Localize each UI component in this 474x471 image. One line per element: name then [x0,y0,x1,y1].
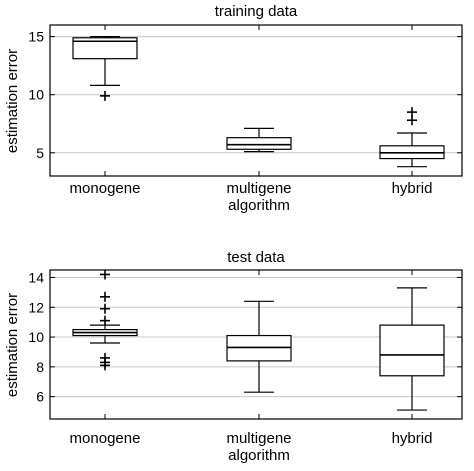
chart-title: test data [227,249,285,266]
outlier-marker [407,107,417,118]
outlier-marker [100,360,110,371]
iqr-box [226,137,292,150]
y-axis-label: estimation error [4,49,21,153]
box-2 [226,300,292,393]
y-tick-label: 5 [36,145,44,161]
outlier-marker [100,315,110,326]
chart-title: training data [215,3,298,20]
plot-frame [49,24,463,177]
y-tick-label: 12 [28,299,44,315]
outlier-marker [100,303,110,314]
y-axis-label: estimation error [4,293,21,397]
y-tick-label: 14 [28,269,44,285]
x-tick-label: monogene [70,180,141,197]
iqr-box [72,37,138,60]
y-tick-label: 10 [28,87,44,103]
x-tick-label: multigene algorithm [226,180,291,214]
panel-1: 5 10 15 monogene multigene algorithm hybrid tra… [4,3,463,214]
x-tick-label: hybrid [392,430,433,447]
iqr-box [379,324,445,377]
x-tick-label: hybrid [392,180,433,197]
panel-2: 6 8 10 12 14 monogene multigene algorithm hybrid… [4,249,463,464]
y-tick-label: 10 [28,329,44,345]
y-tick-label: 8 [36,359,44,375]
y-tick-label: 6 [36,389,44,405]
box-1 [72,36,138,101]
x-tick-label: monogene [70,430,141,447]
box-3 [379,107,445,168]
outlier-marker [100,291,110,302]
y-tick-label: 15 [28,29,44,45]
outlier-marker [100,90,110,101]
box-3 [379,287,445,411]
x-tick-label: multigene algorithm [226,430,291,464]
box-1 [72,269,138,371]
box-2 [226,127,292,153]
plot-frame [49,269,463,420]
outlier-marker [100,269,110,280]
